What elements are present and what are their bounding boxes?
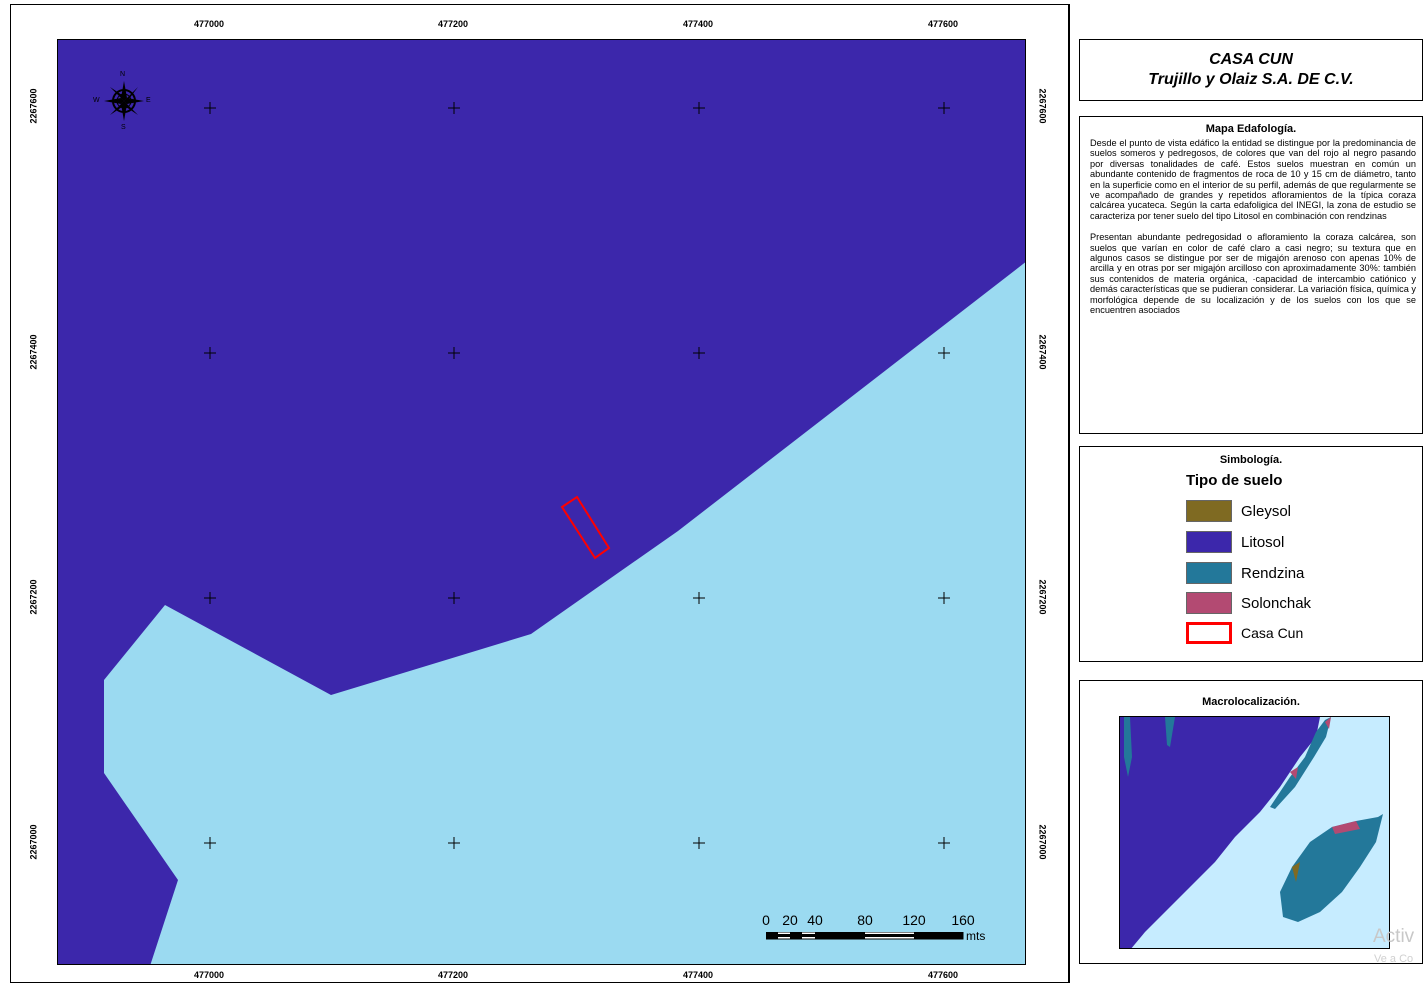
gleysol-swatch xyxy=(1186,500,1232,522)
compass-w-label: W xyxy=(93,97,100,104)
litosol-swatch xyxy=(1186,531,1232,553)
compass-n-label: N xyxy=(120,71,126,78)
y-tick-right-2267200: 2267200 xyxy=(1037,579,1048,615)
y-tick-right-2267600: 2267600 xyxy=(1037,88,1048,124)
x-tick-bottom-477400: 477400 xyxy=(682,970,714,980)
scale-label-0: 0 xyxy=(762,912,770,928)
description-panel: Mapa Edafología. Desde el punto de vista… xyxy=(1079,116,1423,434)
y-tick-left-2267400: 2267400 xyxy=(28,334,39,370)
scale-label-80: 80 xyxy=(857,912,873,928)
y-tick-left-2267000: 2267000 xyxy=(28,824,39,860)
scale-label-40: 40 xyxy=(807,912,823,928)
description-paragraph-1: Desde el punto de vista edáfico la entid… xyxy=(1090,138,1416,221)
soil-map-canvas xyxy=(58,40,1025,964)
soil-map[interactable] xyxy=(57,39,1026,965)
compass-e-label: E xyxy=(146,97,151,104)
scale-label-20: 20 xyxy=(782,912,798,928)
legend-panel: Simbología. Tipo de suelo Gleysol Litoso… xyxy=(1079,446,1423,662)
y-tick-right-2267400: 2267400 xyxy=(1037,334,1048,370)
legend-item-rendzina: Rendzina xyxy=(1186,562,1304,584)
legend-item-gleysol: Gleysol xyxy=(1186,500,1291,522)
legend-subheading: Tipo de suelo xyxy=(1186,472,1283,489)
legend-heading: Simbología. xyxy=(1219,454,1283,466)
rendzina-swatch xyxy=(1186,562,1232,584)
title-panel: CASA CUN Trujillo y Olaiz S.A. DE C.V. xyxy=(1079,39,1423,101)
x-tick-top-477000: 477000 xyxy=(193,19,225,29)
water-area xyxy=(104,262,1025,964)
activation-watermark-sub: Ve a Co xyxy=(1374,953,1414,965)
y-tick-right-2267000: 2267000 xyxy=(1037,824,1048,860)
y-tick-left-2267600: 2267600 xyxy=(28,88,39,124)
legend-label: Casa Cun xyxy=(1241,625,1304,641)
description-paragraph-2: Presentan abundante pedregosidad o aflor… xyxy=(1090,232,1416,316)
map-frame xyxy=(10,4,1069,983)
legend-label: Litosol xyxy=(1241,533,1285,551)
activation-watermark: Activ xyxy=(1373,926,1415,947)
description-heading: Mapa Edafología. xyxy=(1205,123,1297,135)
macrolocation-canvas xyxy=(1120,717,1389,948)
x-tick-bottom-477000: 477000 xyxy=(193,970,225,980)
scale-unit: mts xyxy=(966,929,986,943)
legend-label: Solonchak xyxy=(1241,594,1312,612)
solonchak-swatch xyxy=(1186,592,1232,614)
legend-item-casa-cun: Casa Cun xyxy=(1186,622,1303,644)
scale-bar-graphic xyxy=(766,932,964,940)
x-tick-bottom-477600: 477600 xyxy=(927,970,959,980)
x-tick-top-477400: 477400 xyxy=(682,19,714,29)
legend-label: Gleysol xyxy=(1241,502,1292,520)
company-name: Trujillo y Olaiz S.A. DE C.V. xyxy=(1148,71,1354,88)
macrolocation-heading: Macrolocalización. xyxy=(1202,696,1300,708)
y-tick-left-2267200: 2267200 xyxy=(28,579,39,615)
legend-label: Rendzina xyxy=(1241,564,1305,582)
casa-cun-swatch xyxy=(1186,622,1232,644)
macrolocation-panel: Macrolocalización. xyxy=(1079,680,1423,964)
x-tick-top-477200: 477200 xyxy=(437,19,469,29)
macrolocation-map[interactable] xyxy=(1119,716,1390,949)
project-title: CASA CUN xyxy=(1209,51,1293,68)
compass-rose-icon xyxy=(101,75,153,140)
x-tick-top-477600: 477600 xyxy=(927,19,959,29)
grid-crosses xyxy=(204,102,950,849)
legend-item-solonchak: Solonchak xyxy=(1186,592,1311,614)
compass-s-label: S xyxy=(121,124,126,131)
legend-item-litosol: Litosol xyxy=(1186,531,1284,553)
panel-divider xyxy=(1069,4,1070,983)
x-tick-bottom-477200: 477200 xyxy=(437,970,469,980)
casa-cun-site[interactable] xyxy=(560,495,611,560)
scale-label-160: 160 xyxy=(951,912,975,928)
scale-label-120: 120 xyxy=(902,912,926,928)
